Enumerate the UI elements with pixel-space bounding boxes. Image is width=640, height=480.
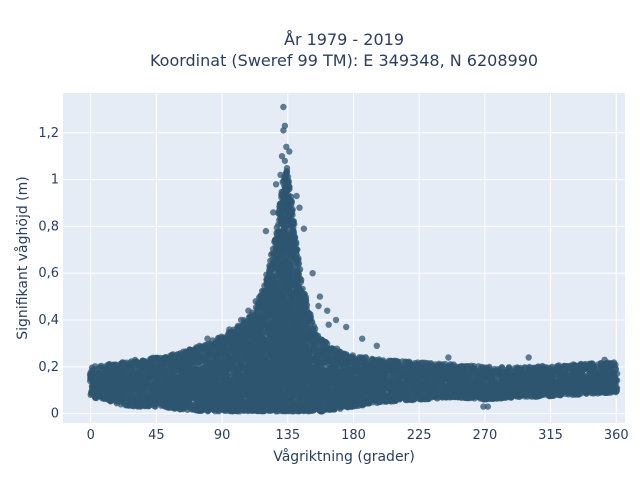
- data-point: [289, 218, 297, 225]
- data-point: [291, 235, 298, 242]
- data-point: [286, 183, 293, 191]
- data-points: [86, 103, 621, 415]
- data-point: [283, 168, 290, 175]
- data-point: [296, 266, 304, 273]
- chart-title-line-1: År 1979 - 2019: [284, 30, 404, 49]
- data-point: [293, 240, 300, 248]
- data-point: [285, 177, 292, 185]
- data-point: [290, 224, 297, 231]
- data-point: [224, 371, 231, 379]
- chart-title-line-2: Koordinat (Sweref 99 TM): E 349348, N 62…: [150, 51, 538, 70]
- data-point: [289, 206, 296, 213]
- data-point: [302, 294, 310, 301]
- data-point: [303, 302, 311, 309]
- data-point: [286, 197, 294, 205]
- data-point: [297, 278, 305, 286]
